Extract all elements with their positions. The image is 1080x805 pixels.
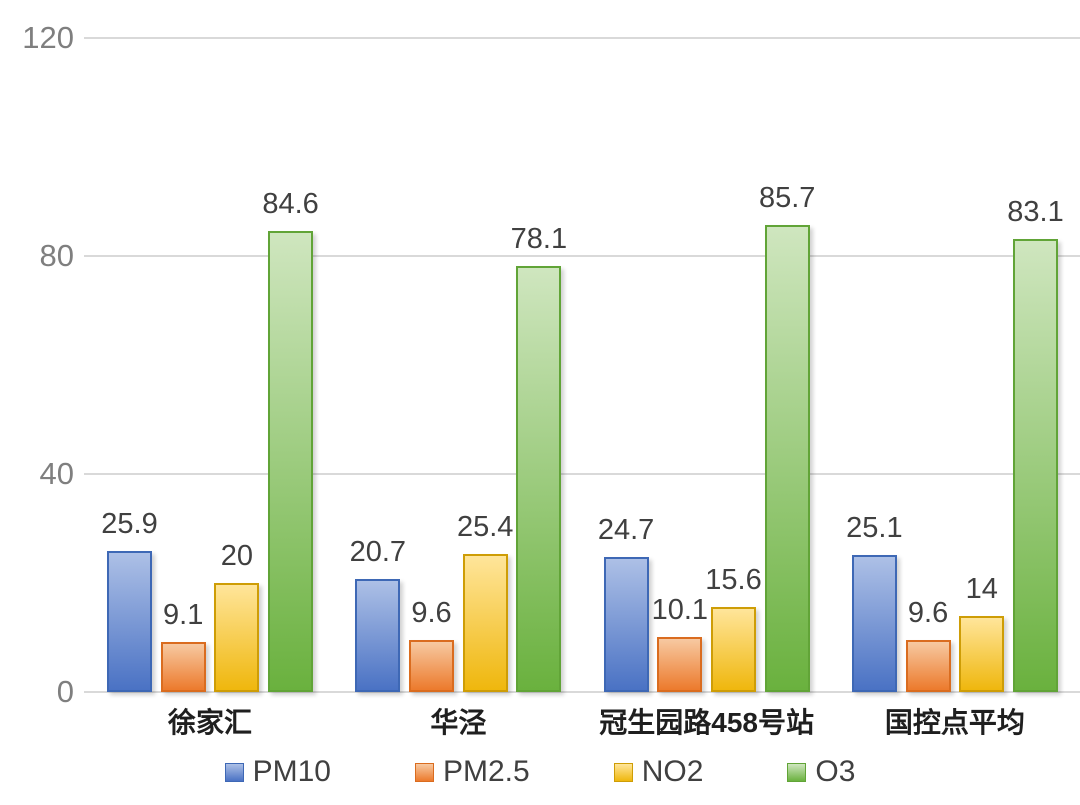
legend-label-no2: NO2 (641, 755, 704, 788)
y-tick-label-80: 80 (39, 238, 74, 273)
y-tick-label-0: 0 (56, 674, 74, 709)
data-label-pm25-458: 10.1 (651, 593, 709, 626)
data-label-no2-: 25.4 (456, 510, 514, 543)
legend-label-pm10: PM10 (252, 755, 331, 788)
category-label-: 国控点平均 (884, 707, 1025, 738)
bar-pm10- (355, 579, 401, 692)
data-label-no2-: 14 (965, 572, 998, 605)
bar-no2- (214, 583, 260, 692)
legend-item-no2: NO2 (613, 754, 704, 790)
legend-swatch-no2-icon (613, 762, 633, 782)
bar-no2- (462, 553, 508, 692)
bar-pm25- (160, 642, 206, 692)
y-tick-label-120: 120 (22, 20, 74, 55)
legend-swatch-pm10-icon (224, 762, 244, 782)
bar-o3-458 (764, 224, 810, 692)
data-label-o3-: 84.6 (262, 187, 319, 220)
data-label-o3-: 83.1 (1007, 196, 1064, 229)
data-label-pm10-: 25.9 (101, 507, 158, 540)
data-label-o3-458: 85.7 (758, 181, 816, 214)
legend-swatch-pm25-icon (414, 762, 434, 782)
bar-pm10- (851, 555, 897, 692)
bar-pm25-458 (657, 636, 703, 692)
gridline-40 (84, 473, 1080, 475)
data-label-no2-: 20 (220, 540, 254, 572)
bar-pm10-458 (603, 557, 649, 692)
data-label-pm25-: 9.6 (411, 596, 452, 629)
category-label-: 华泾 (430, 707, 487, 738)
legend: PM10 PM2.5 NO2 O3 (0, 752, 1080, 792)
gridline-80 (84, 255, 1080, 257)
data-label-o3-: 78.1 (510, 223, 568, 256)
data-label-pm10-: 20.7 (349, 536, 407, 569)
legend-item-pm25: PM2.5 (414, 754, 530, 790)
data-label-no2-458: 15.6 (705, 563, 762, 596)
y-tick-label-40: 40 (39, 456, 74, 491)
data-label-pm10-: 25.1 (846, 512, 903, 545)
legend-item-o3: O3 (787, 754, 855, 790)
bar-pm25- (905, 639, 951, 692)
bar-no2-458 (711, 606, 756, 692)
category-label-458: 冠生园路458号站 (599, 707, 814, 738)
legend-label-o3: O3 (815, 755, 856, 788)
legend-swatch-o3-icon (787, 762, 807, 782)
gridline-120 (84, 37, 1080, 39)
data-label-pm25-: 9.6 (907, 596, 949, 629)
bar-pm25- (409, 639, 454, 692)
bar-no2- (959, 615, 1005, 692)
gridline-0 (84, 691, 1080, 693)
legend-item-pm10: PM10 (224, 754, 331, 790)
bar-pm10- (107, 550, 152, 692)
data-label-pm10-458: 24.7 (597, 514, 655, 547)
legend-label-pm25: PM2.5 (442, 755, 530, 788)
data-label-pm25-: 9.1 (163, 599, 204, 632)
bar-o3- (1013, 239, 1058, 692)
bar-o3- (268, 230, 314, 692)
bar-o3- (516, 266, 562, 692)
category-label-: 徐家汇 (168, 707, 253, 738)
